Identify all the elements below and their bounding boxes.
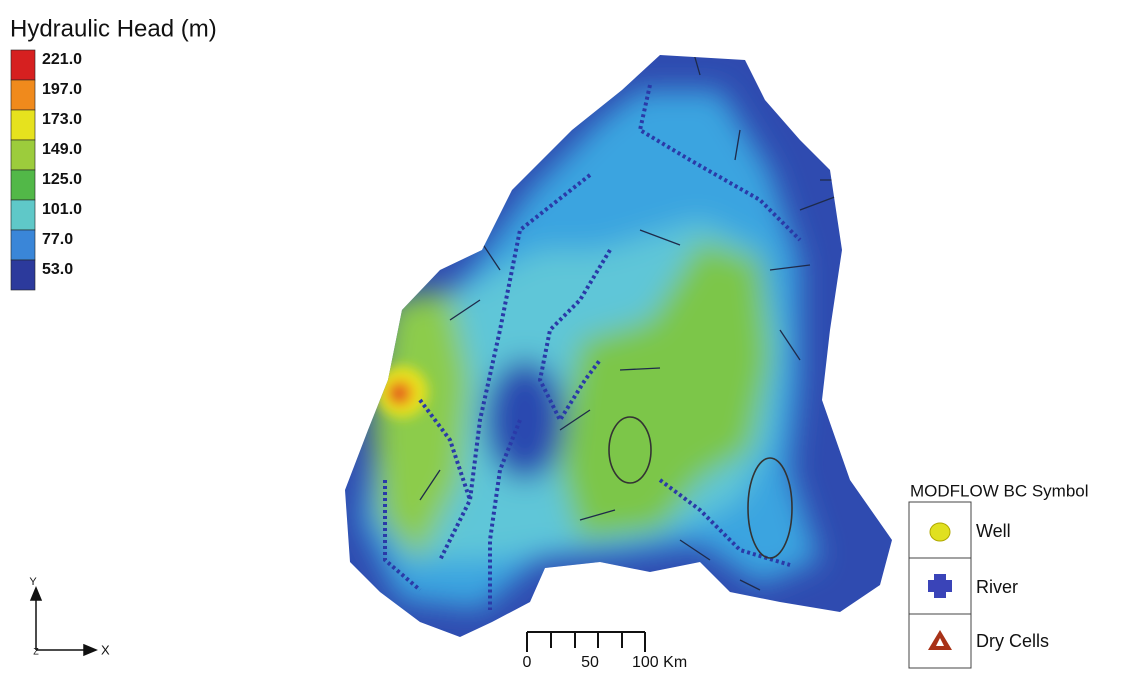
colorbar-label: 197.0	[42, 81, 82, 98]
colorbar: 221.0 197.0 173.0 149.0 125.0 101.0 77.0 53.0	[11, 50, 82, 290]
colorbar-title: Hydraulic Head (m)	[10, 15, 217, 42]
colorbar-label: 53.0	[42, 261, 73, 278]
bc-label: Well	[976, 521, 1011, 541]
figure: Hydraulic Head (m) 221.0 197.0 173.0 149.0 1…	[0, 0, 1135, 675]
colorbar-swatch	[11, 50, 35, 80]
bc-label: Dry Cells	[976, 631, 1049, 651]
colorbar-swatch	[11, 170, 35, 200]
bc-legend-title: MODFLOW BC Symbol	[910, 481, 1089, 500]
scale-label: 0	[523, 654, 532, 671]
colorbar-swatch	[11, 140, 35, 170]
bc-legend: Well River Dry Cells	[909, 502, 1049, 668]
colorbar-label: 221.0	[42, 51, 82, 68]
axis-triad	[31, 588, 96, 655]
colorbar-label: 101.0	[42, 201, 82, 218]
axis-label: X	[101, 642, 110, 657]
colorbar-label: 125.0	[42, 171, 82, 188]
scale-label: 50	[581, 654, 599, 671]
colorbar-swatch	[11, 260, 35, 290]
axis-label: Y	[29, 576, 37, 588]
axis-label: Z	[33, 646, 39, 656]
colorbar-swatch	[11, 230, 35, 260]
colorbar-label: 77.0	[42, 231, 73, 248]
scale-bar	[527, 632, 645, 652]
well-symbol	[930, 523, 950, 541]
colorbar-swatch	[11, 110, 35, 140]
colorbar-label: 149.0	[42, 141, 82, 158]
head-map	[330, 40, 910, 660]
scale-label: 100 Km	[632, 654, 687, 671]
colorbar-swatch	[11, 200, 35, 230]
bc-label: River	[976, 577, 1018, 597]
colorbar-label: 173.0	[42, 111, 82, 128]
colorbar-swatch	[11, 80, 35, 110]
